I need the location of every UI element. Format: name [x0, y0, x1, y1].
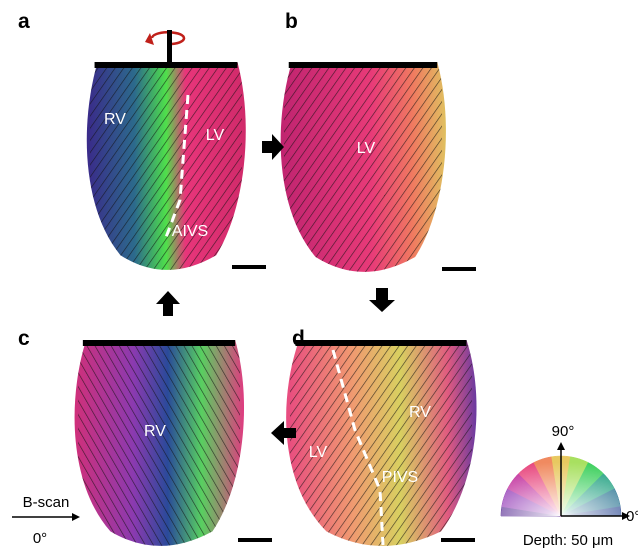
- heart-top: [289, 62, 438, 68]
- heart-top: [295, 340, 466, 346]
- scale-bar: [441, 538, 475, 542]
- bscan-label: B-scan: [23, 494, 70, 511]
- heart-top: [95, 62, 238, 68]
- panel-letter: d: [292, 327, 305, 350]
- panel-letter: c: [18, 327, 30, 350]
- heart-top: [83, 340, 235, 346]
- panel-letter: a: [18, 10, 30, 33]
- panel-letter: b: [285, 10, 298, 33]
- region-label: RV: [104, 111, 126, 128]
- scale-bar: [442, 267, 476, 271]
- region-label: LV: [309, 444, 328, 461]
- rotation-axis: [167, 30, 172, 66]
- region-label: RV: [144, 423, 166, 440]
- colormap-arrowhead: [557, 442, 565, 450]
- arrow-up: [156, 291, 180, 316]
- colormap-right-label: 0°: [626, 508, 638, 525]
- colormap-top-label: 90°: [552, 423, 575, 440]
- fiber-texture: [90, 62, 242, 282]
- fiber-texture: [284, 62, 442, 284]
- arrow-down: [369, 288, 395, 312]
- scale-bar: [238, 538, 272, 542]
- scale-bar: [232, 265, 266, 269]
- fiber-texture: [78, 340, 240, 553]
- colormap-caption: Depth: 50 μm: [523, 532, 613, 549]
- region-label: RV: [409, 404, 431, 421]
- region-label: LV: [357, 140, 376, 157]
- region-label: AIVS: [172, 223, 208, 240]
- region-label: PIVS: [382, 469, 418, 486]
- bscan-arrowhead: [72, 513, 80, 521]
- region-label: LV: [206, 127, 225, 144]
- bscan-angle: 0°: [33, 530, 47, 547]
- figure: B-scan 0° 90° 0° Depth: 50 μm a RV LV AIVS b…: [0, 0, 638, 553]
